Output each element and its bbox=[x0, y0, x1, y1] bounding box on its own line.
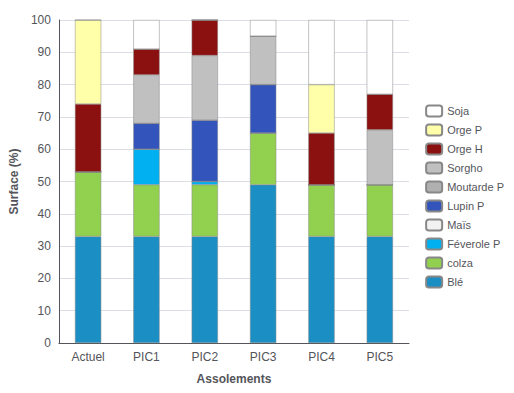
svg-text:Orge P: Orge P bbox=[447, 124, 482, 136]
svg-text:Blé: Blé bbox=[447, 276, 463, 288]
svg-text:Moutarde P: Moutarde P bbox=[447, 181, 504, 193]
svg-text:Actuel: Actuel bbox=[71, 350, 104, 364]
svg-text:40: 40 bbox=[38, 207, 52, 221]
svg-text:PIC2: PIC2 bbox=[191, 350, 218, 364]
svg-text:PIC3: PIC3 bbox=[250, 350, 277, 364]
svg-text:Sorgho: Sorgho bbox=[447, 162, 482, 174]
svg-text:colza: colza bbox=[447, 257, 474, 269]
svg-text:80: 80 bbox=[38, 78, 52, 92]
svg-text:30: 30 bbox=[38, 239, 52, 253]
svg-text:70: 70 bbox=[38, 110, 52, 124]
svg-text:Lupin P: Lupin P bbox=[447, 200, 484, 212]
svg-text:0: 0 bbox=[44, 336, 51, 350]
svg-text:Maïs: Maïs bbox=[447, 219, 471, 231]
svg-text:90: 90 bbox=[38, 45, 52, 59]
svg-text:PIC1: PIC1 bbox=[133, 350, 160, 364]
svg-text:50: 50 bbox=[38, 175, 52, 189]
svg-text:Orge H: Orge H bbox=[447, 143, 483, 155]
svg-text:Féverole P: Féverole P bbox=[447, 238, 500, 250]
svg-text:PIC5: PIC5 bbox=[366, 350, 393, 364]
svg-text:Surface (%): Surface (%) bbox=[7, 148, 21, 214]
svg-text:Soja: Soja bbox=[447, 105, 470, 117]
svg-text:PIC4: PIC4 bbox=[308, 350, 335, 364]
svg-text:Assolements: Assolements bbox=[197, 372, 272, 386]
svg-text:100: 100 bbox=[31, 13, 51, 27]
svg-text:60: 60 bbox=[38, 142, 52, 156]
svg-text:20: 20 bbox=[38, 271, 52, 285]
svg-text:10: 10 bbox=[38, 304, 52, 318]
